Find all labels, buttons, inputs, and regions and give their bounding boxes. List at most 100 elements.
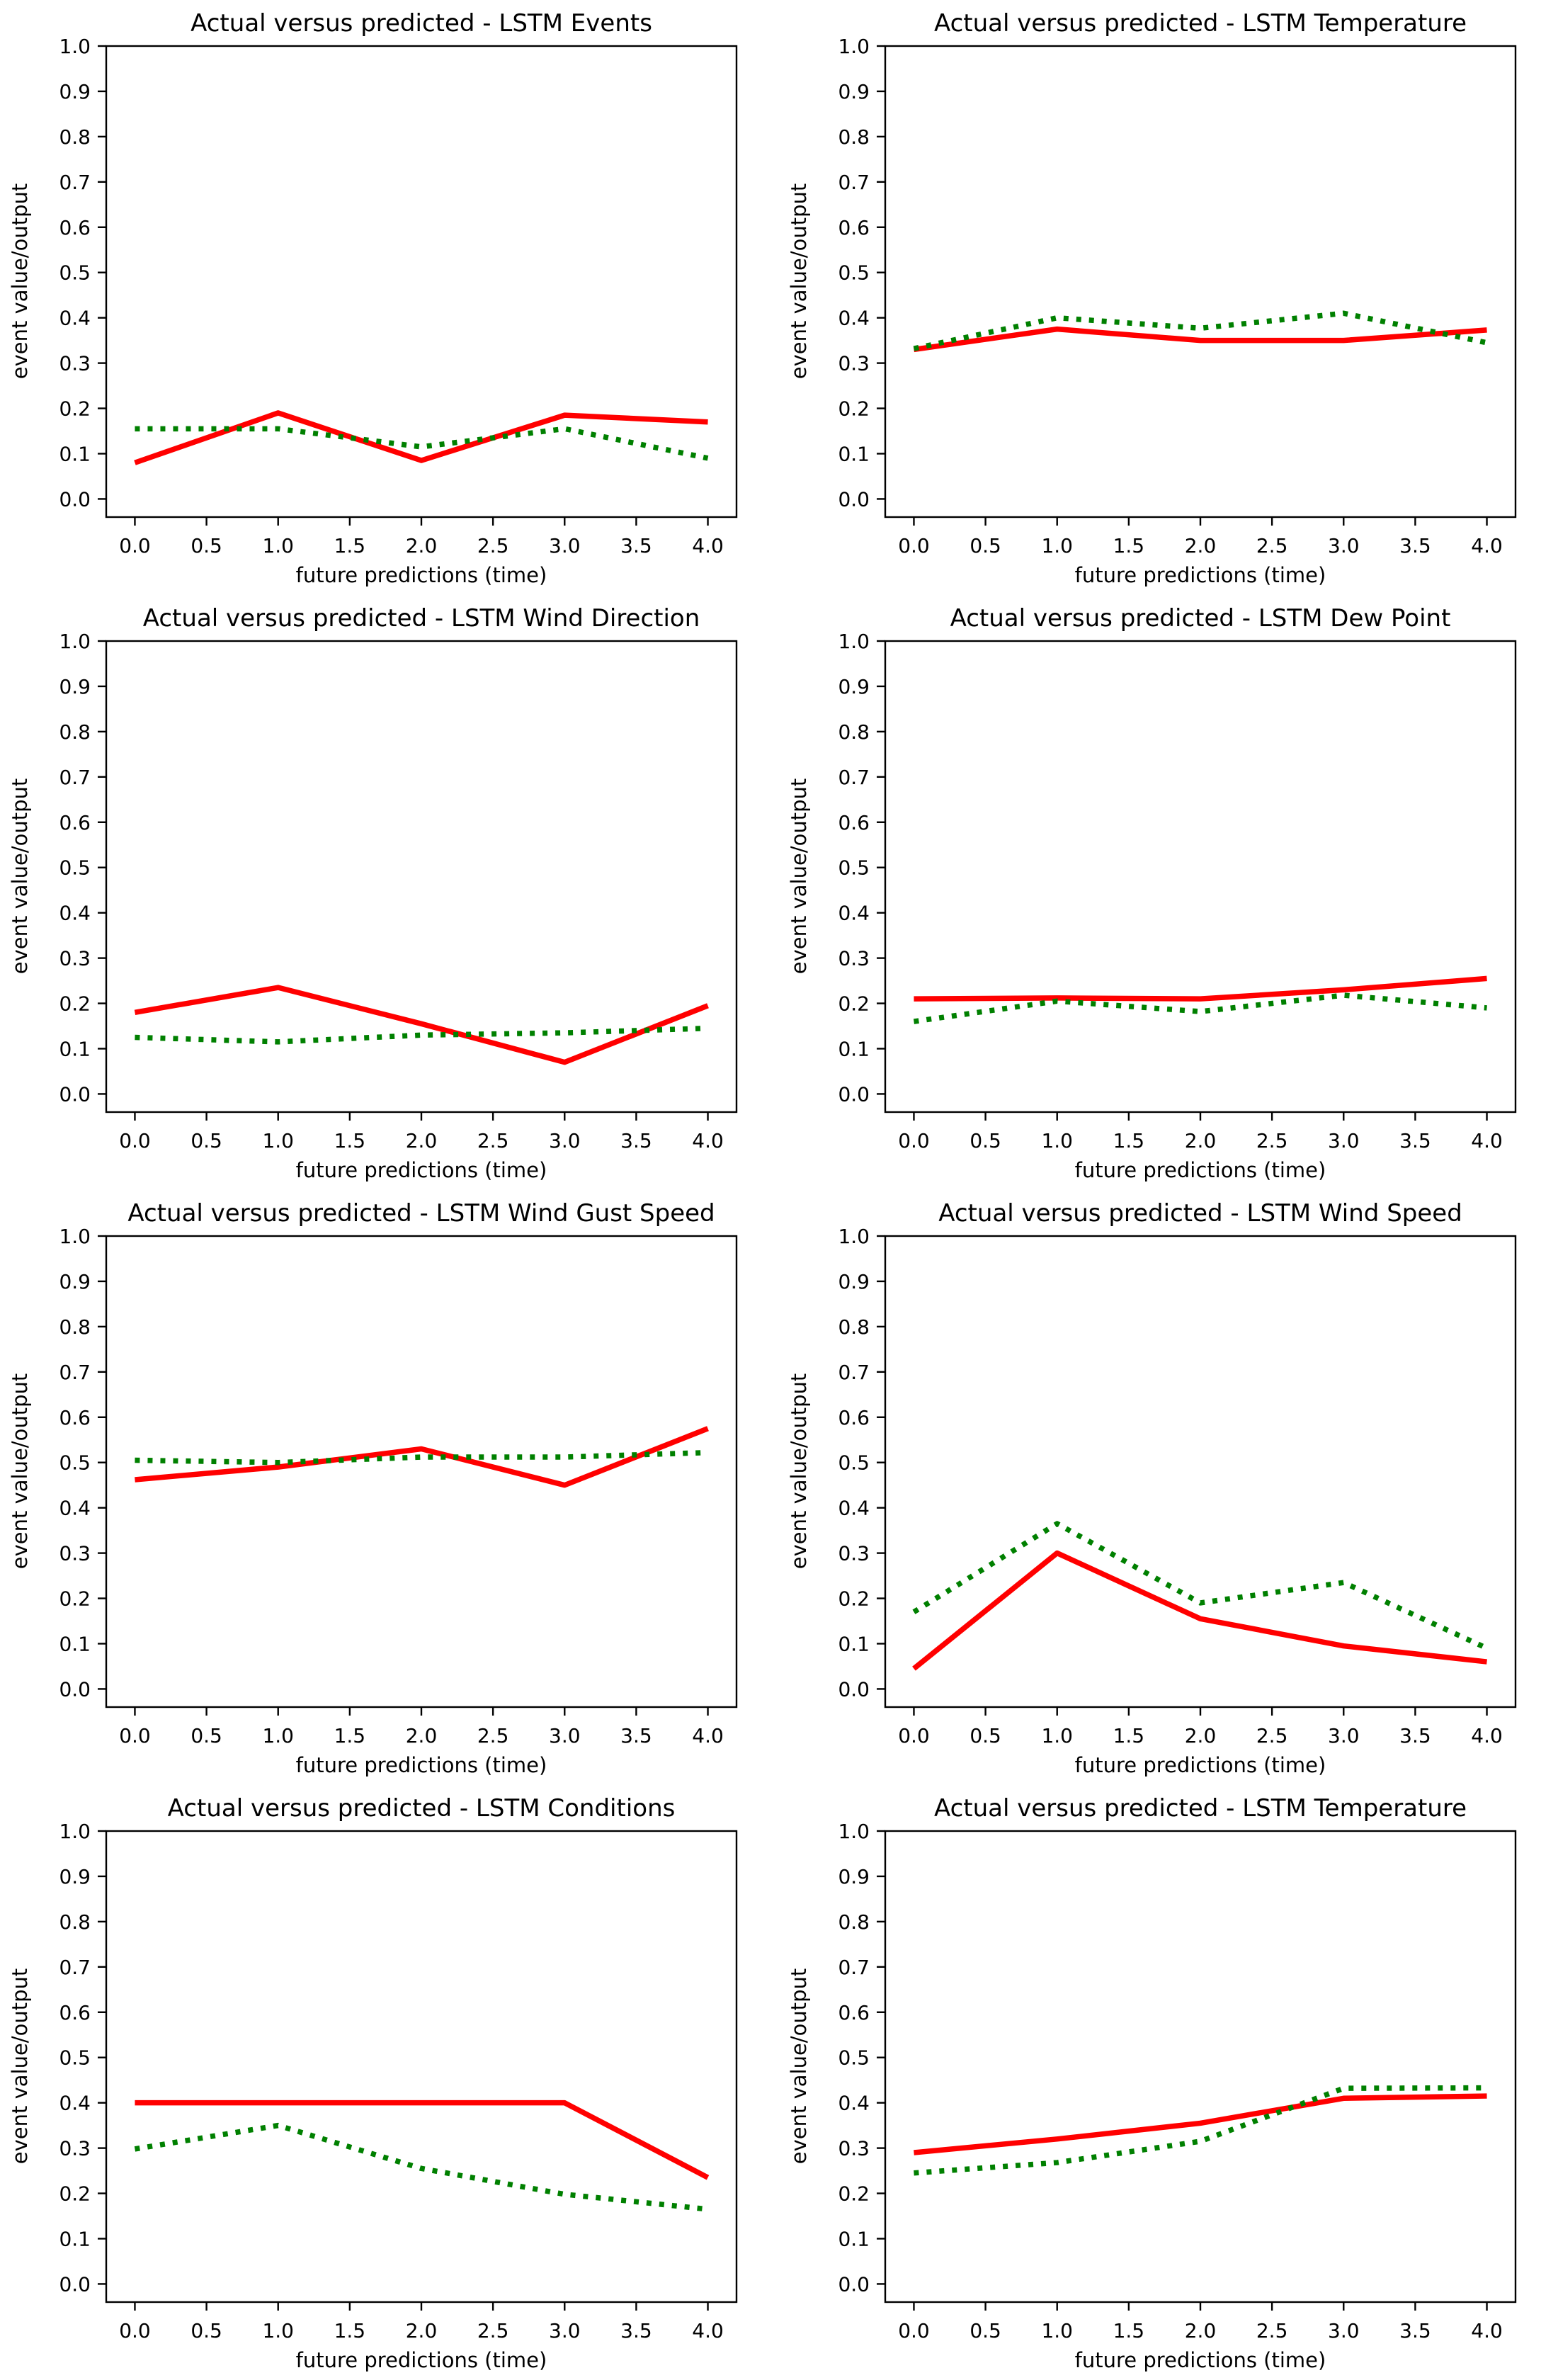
series-green-dotted <box>134 2122 708 2212</box>
y-tick-label: 0.9 <box>59 1270 91 1293</box>
y-tick-label: 1.0 <box>838 1820 870 1843</box>
x-tick-label: 4.0 <box>1471 534 1503 557</box>
x-tick-label: 3.0 <box>1328 2319 1360 2342</box>
x-tick-label: 1.0 <box>262 2319 294 2342</box>
y-tick-label: 0.0 <box>838 1082 870 1106</box>
x-axis-label: future predictions (time) <box>1075 1753 1326 1777</box>
plot-area: 0.0 0.1 0.2 0.3 0.4 0.5 0.6 0.7 0.8 0.9 1.0 0.0 0.5 1… <box>838 35 1517 557</box>
y-tick-label: 0.8 <box>838 125 870 149</box>
chart-title: Actual versus predicted - LSTM Condition… <box>168 1794 676 1823</box>
chart-canvas: Actual versus predicted - LSTM Events ev… <box>8 9 738 587</box>
x-axis-label: future predictions (time) <box>296 1753 547 1777</box>
x-tick-label: 3.0 <box>549 1724 581 1747</box>
x-tick-label: 4.0 <box>1471 2319 1503 2342</box>
x-tick-label: 3.5 <box>1399 534 1431 557</box>
chart-canvas: Actual versus predicted - LSTM Wind Gust… <box>8 1199 738 1777</box>
chart-panel: Actual versus predicted - LSTM Condition… <box>0 1785 779 2380</box>
y-tick-label: 0.2 <box>838 992 870 1016</box>
y-tick-label: 0.4 <box>838 2092 870 2115</box>
y-tick-label: 0.4 <box>59 1497 91 1520</box>
x-tick-label: 0.5 <box>970 534 1001 557</box>
series-red-solid <box>135 1426 709 1488</box>
x-tick-label: 3.0 <box>549 2319 581 2342</box>
y-tick-label: 0.0 <box>59 1082 91 1106</box>
y-tick-label: 1.0 <box>59 1225 91 1248</box>
series-red-solid <box>912 1550 1487 1671</box>
y-tick-label: 0.5 <box>59 2046 91 2070</box>
y-tick-label: 0.1 <box>59 1037 91 1060</box>
y-tick-label: 0.4 <box>59 902 91 925</box>
y-tick-label: 0.1 <box>59 2227 91 2250</box>
y-tick-label: 0.2 <box>59 397 91 421</box>
y-tick-label: 0.6 <box>838 216 870 239</box>
y-tick-label: 0.5 <box>838 856 870 880</box>
chart-panel: Actual versus predicted - LSTM Events ev… <box>0 0 779 595</box>
y-tick-label: 0.7 <box>59 766 91 789</box>
x-tick-label: 1.5 <box>334 534 366 557</box>
x-tick-label: 0.0 <box>898 1724 930 1747</box>
x-tick-label: 3.5 <box>1399 2319 1431 2342</box>
y-tick-label: 0.1 <box>838 1632 870 1655</box>
y-tick-label: 0.9 <box>838 1865 870 1888</box>
axes-frame <box>105 640 738 1114</box>
y-tick-label: 0.0 <box>59 2272 91 2296</box>
y-tick-label: 0.9 <box>59 80 91 103</box>
y-tick-label: 0.6 <box>838 2001 870 2024</box>
chart-panel: Actual versus predicted - LSTM Wind Dire… <box>0 595 779 1190</box>
y-tick-label: 0.4 <box>838 1497 870 1520</box>
y-tick-label: 0.0 <box>838 2272 870 2296</box>
x-tick-label: 3.5 <box>620 1724 652 1747</box>
series-red-solid <box>134 985 709 1065</box>
x-tick-label: 2.5 <box>1256 1724 1288 1747</box>
y-tick-label: 0.1 <box>838 442 870 465</box>
chart-panel: Actual versus predicted - LSTM Temperatu… <box>779 1785 1558 2380</box>
y-tick-label: 1.0 <box>59 1820 91 1843</box>
y-tick-label: 0.6 <box>59 2001 91 2024</box>
x-tick-label: 4.0 <box>692 2319 724 2342</box>
y-tick-label: 0.2 <box>59 1587 91 1611</box>
x-axis-label: future predictions (time) <box>296 563 547 587</box>
x-tick-label: 4.0 <box>1471 1724 1503 1747</box>
y-tick-label: 0.8 <box>59 125 91 149</box>
x-tick-label: 0.0 <box>119 534 151 557</box>
x-tick-label: 1.0 <box>1041 534 1073 557</box>
plot-area: 0.0 0.1 0.2 0.3 0.4 0.5 0.6 0.7 0.8 0.9 1.0 0.0 0.5 1… <box>838 1225 1517 1747</box>
y-tick-label: 0.6 <box>59 1406 91 1429</box>
x-tick-label: 3.5 <box>1399 1129 1431 1152</box>
x-tick-label: 1.0 <box>1041 1129 1073 1152</box>
y-tick-label: 1.0 <box>59 35 91 58</box>
y-tick-label: 0.1 <box>59 1632 91 1655</box>
y-tick-label: 0.8 <box>59 1315 91 1339</box>
y-tick-label: 1.0 <box>838 1225 870 1248</box>
x-tick-label: 1.5 <box>1113 2319 1145 2342</box>
chart-title: Actual versus predicted - LSTM Wind Spee… <box>938 1199 1462 1228</box>
y-tick-label: 0.7 <box>59 1361 91 1384</box>
chart-panel: Actual versus predicted - LSTM Dew Point… <box>779 595 1558 1190</box>
x-tick-label: 1.0 <box>262 1129 294 1152</box>
y-tick-label: 0.0 <box>838 1677 870 1701</box>
x-tick-label: 0.5 <box>970 1129 1001 1152</box>
x-tick-label: 2.5 <box>1256 534 1288 557</box>
x-axis-label: future predictions (time) <box>296 1158 547 1182</box>
y-tick-label: 0.7 <box>838 1361 870 1384</box>
y-tick-label: 0.9 <box>838 675 870 698</box>
plot-area: 0.0 0.1 0.2 0.3 0.4 0.5 0.6 0.7 0.8 0.9 1.0 0.0 0.5 1… <box>59 1225 738 1747</box>
x-tick-label: 2.5 <box>477 1129 509 1152</box>
x-tick-label: 0.5 <box>191 1129 222 1152</box>
plot-area: 0.0 0.1 0.2 0.3 0.4 0.5 0.6 0.7 0.8 0.9 1.0 0.0 0.5 1… <box>59 1820 738 2342</box>
series-red-solid <box>135 2100 710 2180</box>
y-tick-label: 1.0 <box>838 630 870 653</box>
series-green-dotted <box>913 310 1488 351</box>
chart-canvas: Actual versus predicted - LSTM Wind Dire… <box>8 604 738 1182</box>
y-tick-label: 0.4 <box>59 2092 91 2115</box>
x-tick-label: 1.5 <box>1113 1129 1145 1152</box>
y-axis-label: event value/output <box>8 183 32 379</box>
chart-canvas: Actual versus predicted - LSTM Temperatu… <box>787 1794 1517 2372</box>
y-tick-label: 0.8 <box>838 1315 870 1339</box>
y-tick-label: 0.5 <box>59 261 91 285</box>
y-tick-label: 0.9 <box>838 80 870 103</box>
y-tick-label: 0.3 <box>838 2137 870 2160</box>
chart-panel: Actual versus predicted - LSTM Temperatu… <box>779 0 1558 595</box>
y-tick-label: 0.3 <box>838 947 870 970</box>
x-tick-label: 2.0 <box>1185 534 1217 557</box>
